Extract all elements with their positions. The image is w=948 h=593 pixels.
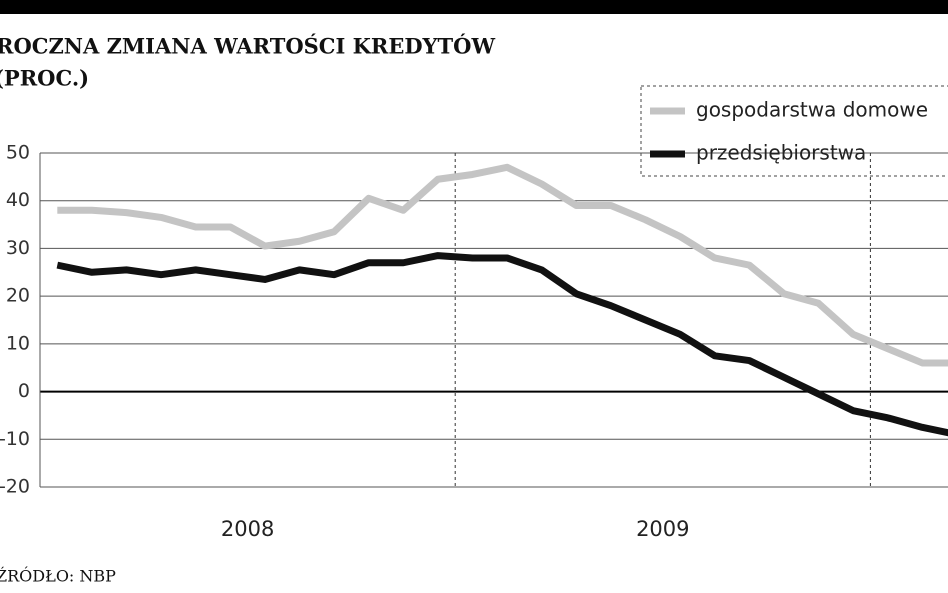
y-tick-label: 0 [18,380,30,402]
y-tick-label: 50 [6,142,30,164]
y-tick-label: 20 [6,285,30,307]
y-tick-label: -10 [0,428,30,450]
x-period-label: 2009 [636,517,689,541]
source: ŹRÓDŁO: NBP [0,566,116,586]
top-bar [0,0,948,14]
chart-title: ROCZNA ZMIANA WARTOŚCI KREDYTÓW [0,34,495,59]
y-tick-label: 30 [6,237,30,259]
legend-label: gospodarstwa domowe [696,98,928,122]
x-period-label: 2008 [221,517,274,541]
legend-label: przedsiębiorstwa [696,141,866,165]
chart-subtitle: (PROC.) [0,66,89,91]
legend-box [640,85,948,177]
y-tick-label: -20 [0,476,30,498]
y-tick-label: 10 [6,332,30,354]
series-line [57,163,948,367]
y-tick-label: 40 [6,189,30,211]
series-line [56,252,948,437]
